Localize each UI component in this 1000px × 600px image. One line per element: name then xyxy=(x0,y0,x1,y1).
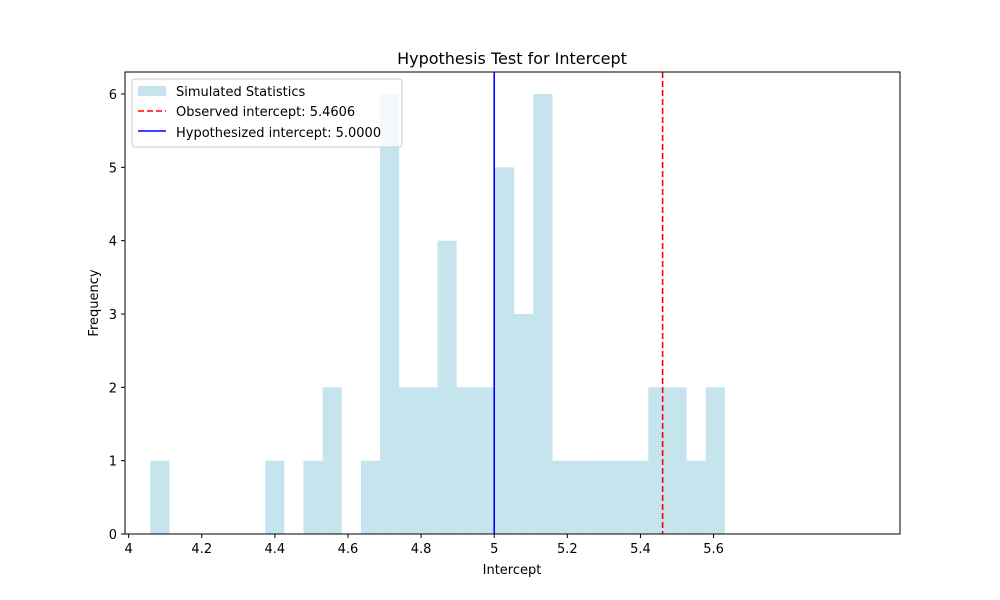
x-tick-label: 4.6 xyxy=(338,542,359,557)
legend-box xyxy=(131,78,403,148)
legend-label-hypothesized: Hypothesized intercept: 5.0000 xyxy=(176,126,381,141)
y-tick-label: 4 xyxy=(109,235,117,250)
histogram-bar xyxy=(380,94,400,534)
histogram-bar xyxy=(303,460,323,534)
y-axis-label: Frequency xyxy=(87,269,102,336)
histogram-bar xyxy=(418,387,438,534)
histogram-bar xyxy=(667,387,687,534)
histogram-bar xyxy=(495,167,515,534)
legend: Simulated Statistics Observed intercept:… xyxy=(131,78,403,148)
histogram-bar xyxy=(322,387,342,534)
histogram-bar xyxy=(629,460,649,534)
histogram-bar xyxy=(456,387,476,534)
histogram-bar xyxy=(475,387,496,534)
x-axis-label: Intercept xyxy=(483,563,542,578)
histogram-bar xyxy=(514,314,534,534)
x-tick-label: 4.2 xyxy=(191,542,212,557)
histogram-bar xyxy=(705,387,725,534)
histogram-bar xyxy=(399,387,419,534)
legend-label-simulated: Simulated Statistics xyxy=(176,85,305,100)
x-tick-label: 5.6 xyxy=(703,542,724,557)
plot-frame xyxy=(124,71,901,535)
x-tick-label: 4.8 xyxy=(411,542,432,557)
histogram-bar xyxy=(648,387,668,534)
y-tick-label: 6 xyxy=(109,88,117,103)
histogram-bar xyxy=(265,460,285,534)
y-axis-ticks: 0 1 2 3 4 5 6 xyxy=(109,88,125,543)
histogram-bar xyxy=(571,460,591,534)
x-axis-ticks: 4 4.2 4.4 4.6 4.8 5 5.2 5.4 5.6 xyxy=(125,534,724,557)
x-tick-label: 4 xyxy=(125,542,133,557)
histogram-bar xyxy=(609,460,630,534)
y-tick-label: 2 xyxy=(109,381,117,396)
reference-lines xyxy=(493,72,664,534)
histogram-bar xyxy=(360,460,381,534)
histogram-bar xyxy=(590,460,610,534)
chart-title: Hypothesis Test for Intercept xyxy=(397,49,627,68)
x-tick-label: 5 xyxy=(490,542,498,557)
histogram-bars xyxy=(150,94,725,535)
y-tick-label: 5 xyxy=(109,161,117,176)
y-tick-label: 0 xyxy=(109,528,117,543)
y-tick-label: 1 xyxy=(109,455,117,470)
histogram-bar xyxy=(686,460,706,534)
legend-patch-simulated xyxy=(138,86,166,96)
x-tick-label: 5.4 xyxy=(630,542,651,557)
histogram-bar xyxy=(150,460,170,534)
legend-label-observed: Observed intercept: 5.4606 xyxy=(176,105,355,120)
histogram-bar xyxy=(552,460,572,534)
x-tick-label: 4.4 xyxy=(265,542,286,557)
histogram-bar xyxy=(437,240,457,535)
x-tick-label: 5.2 xyxy=(557,542,578,557)
histogram-bar xyxy=(533,94,553,534)
y-tick-label: 3 xyxy=(109,308,117,323)
